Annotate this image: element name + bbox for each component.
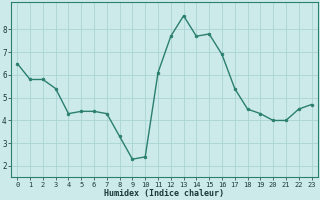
- X-axis label: Humidex (Indice chaleur): Humidex (Indice chaleur): [104, 189, 224, 198]
